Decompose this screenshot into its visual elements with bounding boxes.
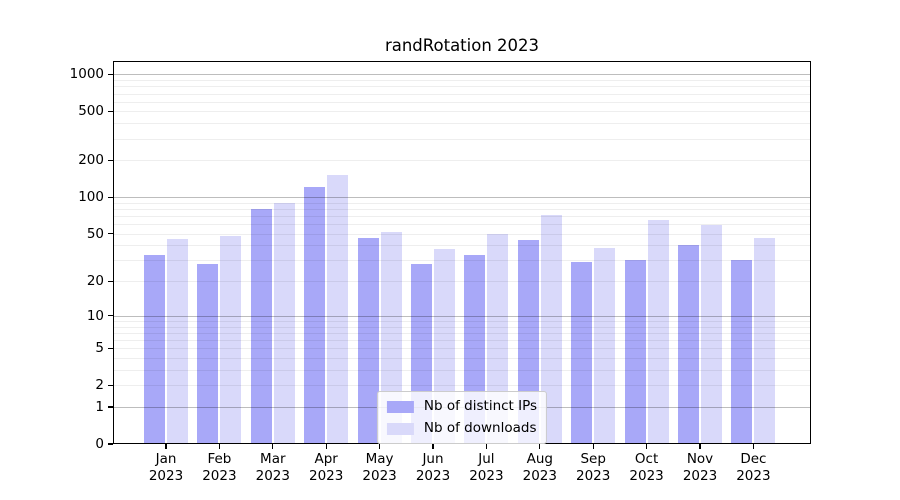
x-tick-label: Dec 2023 — [736, 451, 771, 484]
legend-item: Nb of downloads — [386, 419, 537, 438]
minor-gridline — [113, 216, 811, 217]
minor-gridline — [113, 86, 811, 88]
x-tick — [218, 444, 221, 449]
y-tick — [108, 443, 113, 445]
y-tick-label: 1000 — [69, 66, 104, 83]
minor-gridline — [113, 123, 811, 125]
bar-feb-downloads — [220, 235, 242, 444]
major-gridline — [113, 74, 811, 76]
x-tick — [752, 444, 755, 449]
bar-mar-distinct-ips — [250, 208, 272, 444]
legend-item-label: Nb of distinct IPs — [423, 398, 538, 414]
x-tick — [272, 444, 274, 449]
legend-swatch — [386, 400, 414, 413]
y-tick-label: 5 — [95, 340, 104, 357]
x-tick-label: May 2023 — [362, 451, 397, 484]
x-tick — [379, 444, 381, 449]
x-tick-label: Nov 2023 — [682, 451, 718, 484]
y-tick-label: 20 — [86, 273, 104, 290]
x-tick — [325, 444, 327, 449]
y-tick — [108, 110, 113, 113]
y-tick-label: 0 — [95, 436, 104, 452]
legend-swatch — [386, 422, 414, 435]
bar-may-distinct-ips — [357, 238, 379, 444]
minor-gridline — [113, 80, 811, 81]
y-tick — [108, 159, 113, 161]
minor-gridline — [113, 101, 811, 103]
x-tick-label: Jun 2023 — [415, 451, 451, 484]
y-tick — [108, 406, 113, 408]
y-tick-label: 2 — [95, 377, 104, 394]
x-tick-label: Sep 2023 — [576, 451, 611, 484]
legend-item-label: Nb of downloads — [423, 420, 537, 436]
minor-gridline — [113, 202, 811, 204]
y-tick-label: 500 — [78, 103, 104, 120]
y-tick-label: 200 — [78, 152, 104, 169]
y-tick — [108, 233, 113, 235]
bar-jan-downloads — [167, 239, 188, 444]
x-tick-label: Feb 2023 — [202, 451, 237, 484]
bar-aug-downloads — [540, 215, 562, 444]
x-tick — [485, 444, 488, 449]
y-tick-label: 10 — [86, 307, 104, 324]
bar-feb-distinct-ips — [197, 263, 219, 444]
legend: Nb of distinct IPs Nb of downloads — [376, 391, 548, 444]
chart-title: randRotation 2023 — [384, 36, 540, 55]
x-tick-label: Oct 2023 — [629, 451, 664, 484]
plot-area — [113, 61, 811, 444]
y-tick — [108, 347, 113, 349]
y-tick — [108, 315, 113, 317]
minor-gridline — [113, 160, 811, 162]
x-tick-label: Jul 2023 — [469, 451, 504, 484]
x-tick-label: Jan 2023 — [148, 451, 184, 484]
bar-dec-downloads — [754, 238, 776, 444]
legend-item: Nb of distinct IPs — [386, 397, 538, 416]
major-gridline — [113, 197, 811, 199]
x-tick — [432, 444, 434, 449]
minor-gridline — [113, 138, 811, 140]
y-tick — [108, 196, 113, 198]
bar-sep-distinct-ips — [571, 262, 593, 444]
minor-gridline — [113, 111, 811, 113]
x-tick — [699, 444, 701, 449]
x-tick-label: Aug 2023 — [522, 451, 557, 484]
y-tick — [108, 280, 113, 282]
y-tick-label: 1 — [95, 398, 104, 415]
bar-oct-distinct-ips — [624, 260, 646, 444]
bar-dec-distinct-ips — [731, 260, 753, 444]
bar-apr-downloads — [327, 174, 349, 444]
y-tick — [108, 73, 113, 76]
bar-sep-downloads — [594, 248, 616, 444]
y-tick-label: 50 — [86, 225, 104, 242]
x-tick-label: Apr 2023 — [309, 451, 344, 484]
x-tick — [592, 444, 594, 449]
minor-gridline — [113, 93, 811, 95]
x-tick — [645, 444, 648, 449]
y-tick-label: 100 — [78, 189, 104, 206]
bar-nov-downloads — [701, 225, 722, 444]
bar-oct-downloads — [647, 219, 669, 444]
bar-jan-distinct-ips — [144, 255, 165, 444]
y-tick — [108, 384, 113, 386]
x-tick — [539, 444, 541, 449]
bar-apr-distinct-ips — [304, 187, 326, 444]
x-tick-label: Mar 2023 — [255, 451, 290, 484]
bar-mar-downloads — [273, 202, 295, 444]
bar-may-downloads — [380, 231, 402, 444]
minor-gridline — [113, 208, 811, 210]
bar-nov-distinct-ips — [678, 245, 699, 444]
x-tick — [165, 444, 167, 449]
